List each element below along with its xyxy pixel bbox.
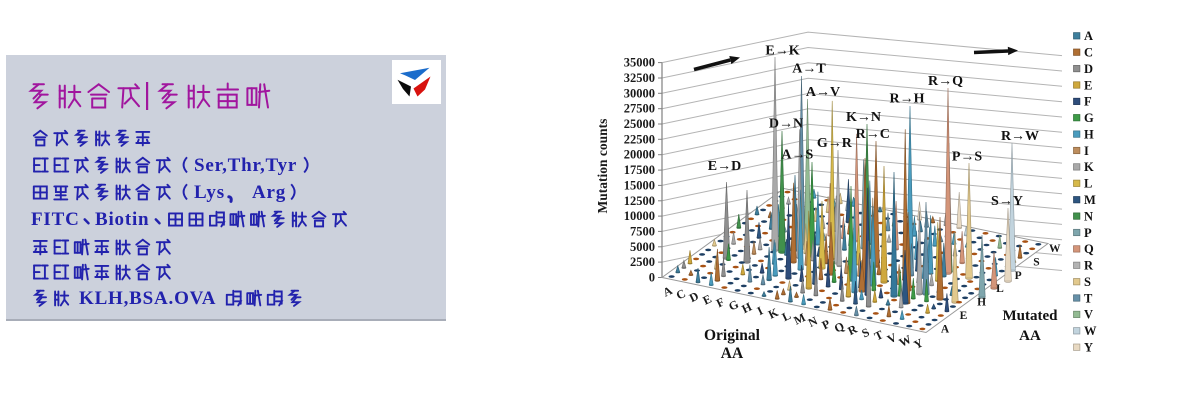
svg-text:E→D: E→D: [708, 159, 741, 174]
svg-text:N: N: [806, 313, 820, 330]
svg-text:W: W: [1049, 243, 1061, 255]
svg-text:V: V: [1084, 308, 1093, 322]
svg-text:F: F: [714, 295, 727, 311]
svg-text:P: P: [1084, 226, 1092, 240]
svg-text:E: E: [700, 292, 713, 308]
svg-text:30000: 30000: [624, 86, 655, 100]
svg-text:Mutated: Mutated: [1003, 308, 1059, 324]
svg-text:35000: 35000: [624, 56, 655, 70]
svg-text:D→N: D→N: [769, 116, 803, 131]
svg-text:25000: 25000: [624, 117, 655, 131]
svg-text:R→H: R→H: [890, 92, 925, 107]
svg-text:K: K: [766, 305, 781, 322]
svg-text:D: D: [1084, 62, 1093, 76]
svg-text:C: C: [1084, 46, 1093, 60]
svg-text:S→Y: S→Y: [991, 194, 1023, 209]
svg-text:K: K: [1084, 160, 1094, 174]
svg-text:FITC: FITC: [31, 209, 80, 230]
svg-text:H: H: [739, 299, 754, 316]
svg-text:Q: Q: [1084, 242, 1094, 256]
svg-text:22500: 22500: [624, 132, 655, 146]
svg-text:A: A: [661, 283, 675, 300]
svg-text:G: G: [1084, 111, 1094, 125]
svg-text:Original: Original: [704, 327, 761, 344]
svg-text:P→S: P→S: [952, 150, 983, 165]
svg-text:N: N: [1084, 209, 1093, 223]
svg-text:W: W: [897, 332, 914, 350]
svg-text:M: M: [791, 310, 807, 328]
svg-text:W: W: [1084, 324, 1097, 338]
svg-text:R: R: [845, 322, 859, 339]
svg-text:R: R: [1084, 259, 1094, 273]
svg-text:A: A: [1084, 29, 1093, 43]
svg-text:S: S: [1084, 275, 1091, 289]
svg-text:E→K: E→K: [765, 44, 799, 59]
svg-text:Mutation counts: Mutation counts: [595, 119, 610, 214]
svg-text:S: S: [859, 325, 871, 341]
svg-text:7500: 7500: [630, 224, 655, 238]
svg-text:G→R: G→R: [817, 136, 853, 151]
svg-text:G: G: [726, 297, 741, 314]
svg-text:KLH,BSA.OVA: KLH,BSA.OVA: [79, 288, 216, 309]
svg-text:5000: 5000: [630, 240, 655, 254]
svg-text:L: L: [1084, 177, 1092, 191]
svg-text:Biotin: Biotin: [95, 209, 149, 230]
svg-text:AA: AA: [1019, 328, 1041, 344]
svg-text:E: E: [1084, 78, 1092, 92]
svg-text:I: I: [755, 303, 766, 318]
svg-text:Y: Y: [911, 335, 925, 352]
svg-text:A→S: A→S: [781, 148, 813, 163]
svg-text:S: S: [1033, 257, 1039, 269]
svg-text:F: F: [1084, 95, 1092, 109]
svg-text:A→V: A→V: [806, 85, 840, 100]
svg-text:15000: 15000: [624, 178, 655, 192]
svg-text:Y: Y: [1084, 341, 1093, 355]
svg-text:R→Q: R→Q: [928, 74, 963, 89]
svg-text:L: L: [996, 283, 1004, 295]
svg-text:H: H: [977, 297, 986, 309]
svg-text:H: H: [1084, 127, 1094, 141]
svg-text:D: D: [687, 289, 701, 306]
svg-text:T: T: [1084, 291, 1093, 305]
svg-text:A: A: [941, 323, 950, 335]
svg-text:2500: 2500: [630, 255, 655, 269]
svg-text:12500: 12500: [624, 194, 655, 208]
svg-text:Q: Q: [832, 319, 847, 336]
svg-text:Arg: Arg: [252, 182, 286, 203]
svg-text:T: T: [872, 327, 885, 343]
svg-text:20000: 20000: [624, 148, 655, 162]
svg-text:32500: 32500: [624, 71, 655, 85]
svg-text:R→W: R→W: [1001, 129, 1039, 144]
svg-text:P: P: [820, 317, 833, 333]
svg-text:0: 0: [649, 271, 655, 285]
svg-text:Lys: Lys: [194, 182, 225, 203]
svg-text:Ser,Thr,Tyr: Ser,Thr,Tyr: [194, 155, 297, 176]
svg-text:17500: 17500: [624, 163, 655, 177]
svg-text:R→C: R→C: [856, 127, 890, 142]
svg-text:E: E: [960, 310, 968, 322]
svg-text:AA: AA: [721, 345, 744, 362]
svg-text:M: M: [1084, 193, 1096, 207]
svg-text:P: P: [1015, 270, 1022, 282]
svg-text:10000: 10000: [624, 209, 655, 223]
svg-text:27500: 27500: [624, 102, 655, 116]
svg-text:K→N: K→N: [846, 110, 881, 125]
svg-text:A→T: A→T: [792, 62, 826, 77]
svg-text:C: C: [674, 286, 688, 302]
svg-text:I: I: [1084, 144, 1089, 158]
